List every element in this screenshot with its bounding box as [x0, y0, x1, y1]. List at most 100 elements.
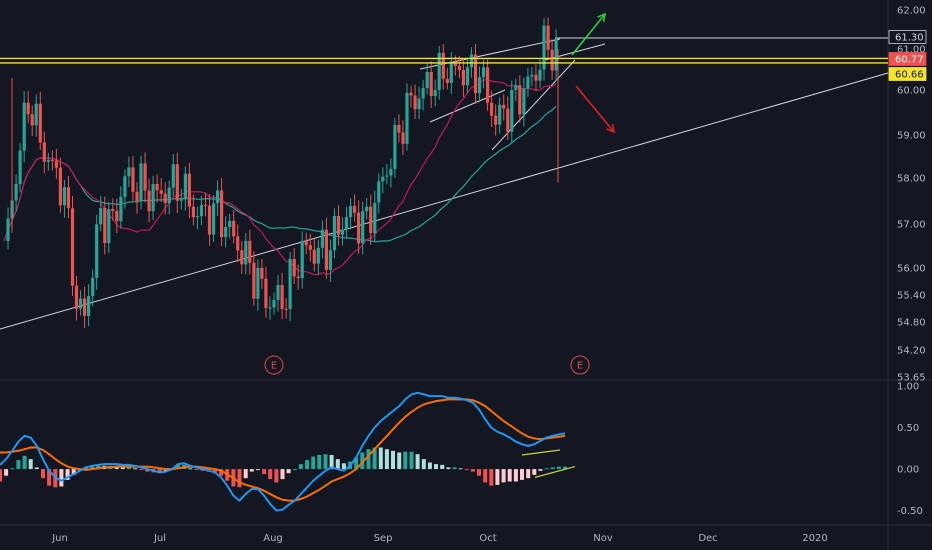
macd-histogram-bar — [507, 469, 512, 482]
horizontal-line-layer — [0, 57, 888, 64]
candle-body — [308, 245, 312, 250]
price-tag-box — [888, 67, 927, 81]
candle-body — [228, 220, 232, 228]
macd-histogram-bar — [90, 465, 95, 470]
macd-histogram-bar — [133, 468, 138, 470]
candle-body — [203, 204, 208, 206]
macd-histogram-bar — [120, 467, 125, 470]
candle-body — [66, 187, 71, 209]
candle-body — [183, 173, 187, 200]
candle-body — [377, 181, 381, 203]
candle-body — [18, 150, 22, 185]
candle-body — [6, 218, 10, 242]
bearish-arrow-shaft — [575, 85, 615, 133]
candle-body — [429, 72, 433, 96]
macd-histogram-bar — [28, 459, 33, 470]
price-tag-box — [888, 52, 927, 66]
time-axis-tick: 2020 — [802, 533, 827, 544]
candle-body — [220, 190, 224, 238]
candle-body — [296, 276, 300, 279]
candle-body — [538, 69, 542, 81]
ma-fast-line — [3, 79, 557, 276]
candle-body — [107, 209, 111, 243]
macd-histogram-bar — [391, 450, 395, 469]
price-axis-tick: 55.40 — [897, 291, 926, 302]
candle-body — [46, 160, 50, 162]
candle-body — [212, 203, 216, 235]
macd-histogram-bar — [262, 469, 267, 475]
price-axis-tick: 60.00 — [897, 86, 926, 97]
candle-body — [163, 193, 167, 204]
price-axis-tick: 57.00 — [897, 220, 926, 231]
candle-body — [457, 65, 461, 71]
candle-body — [34, 103, 38, 126]
candle-body — [542, 25, 546, 70]
channel-bottom-line — [429, 89, 506, 123]
candle-body — [510, 90, 514, 132]
candle-body — [413, 95, 417, 110]
candle-body — [147, 190, 151, 212]
time-axis-tick: Dec — [698, 533, 717, 544]
candle-body — [54, 160, 58, 168]
macd-histogram-bar — [212, 469, 217, 473]
candle-body — [95, 224, 99, 278]
macd-histogram-bar — [538, 469, 543, 471]
macd-histogram-bar — [550, 467, 555, 470]
candle-body — [349, 205, 353, 218]
price-axis-tick: 62.00 — [897, 6, 926, 17]
macd-histogram-bar — [532, 469, 537, 475]
candle-body — [191, 206, 195, 218]
macd-histogram-bar — [378, 447, 383, 470]
candle-body — [224, 227, 228, 238]
macd-histogram-bar — [298, 464, 303, 470]
macd-axis-tick: 0.00 — [897, 465, 919, 476]
candle-body — [240, 250, 244, 265]
price-axis-tick: 59.00 — [897, 131, 926, 142]
candle-body — [207, 205, 212, 235]
macd-histogram-bar — [286, 469, 291, 474]
candle-body — [518, 85, 522, 115]
candle-body — [550, 49, 554, 71]
candle-body — [167, 187, 171, 204]
candle-body — [417, 98, 421, 110]
macd-histogram-bar — [176, 464, 181, 469]
candle-body — [123, 176, 127, 197]
candle-body — [381, 176, 385, 182]
macd-histogram-bar — [4, 469, 9, 476]
candle-body — [312, 249, 316, 264]
macd-histogram-bar — [489, 469, 494, 486]
macd-histogram-bar — [188, 468, 193, 470]
candle-body — [445, 78, 449, 83]
candle-body — [99, 208, 103, 225]
time-axis-tick: Nov — [593, 533, 613, 544]
candle-body — [373, 202, 377, 234]
candle-body — [62, 187, 67, 206]
candle-body — [199, 204, 204, 217]
price-tag-white: 61.30 — [888, 30, 927, 44]
candle-body — [526, 76, 530, 89]
candle-body — [336, 215, 341, 235]
candle-body — [127, 167, 131, 177]
candle-body — [175, 164, 179, 201]
macd-histogram-bar — [139, 469, 144, 471]
price-tag-red: 60.77 — [888, 52, 927, 66]
candle-body — [26, 102, 30, 115]
macd-histogram-bar — [194, 469, 199, 471]
candle-body — [74, 285, 79, 309]
macd-histogram-bar — [59, 469, 64, 487]
macd-histogram-bar — [544, 468, 549, 470]
candle-body — [236, 236, 240, 251]
candle-body — [405, 92, 409, 144]
macd-histogram-bar — [47, 469, 52, 486]
macd-histogram-bar — [243, 469, 248, 479]
earnings-label: E — [577, 361, 583, 372]
candle-body — [143, 163, 147, 191]
candle-body — [58, 167, 62, 206]
macd-histogram-bar — [34, 467, 39, 470]
earnings-circle — [264, 355, 284, 375]
bearish-arrow — [575, 85, 616, 134]
price-axis-tick: 53.65 — [897, 373, 926, 384]
candle-body — [441, 52, 445, 79]
earnings-marker: E — [570, 355, 590, 375]
